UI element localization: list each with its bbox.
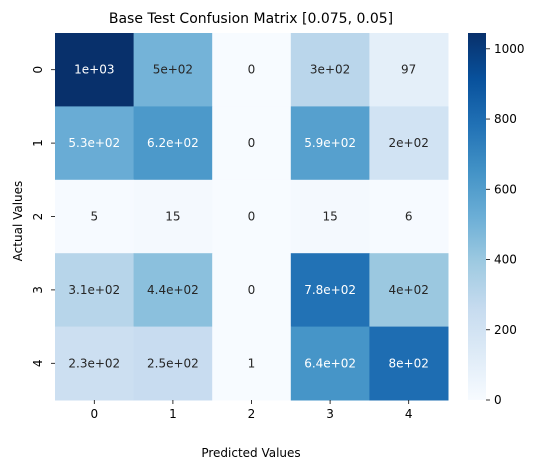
cell-annotation-1-1: 6.2e+02 xyxy=(147,136,199,150)
heatmap-cell-1-4 xyxy=(369,106,449,181)
y-tick-label-1: 1 xyxy=(31,139,45,147)
cell-annotation-0-0: 1e+03 xyxy=(74,63,114,77)
cell-annotation-3-3: 7.8e+02 xyxy=(304,283,356,297)
heatmap-cell-2-3 xyxy=(290,179,370,254)
cell-annotation-3-2: 0 xyxy=(248,283,256,297)
y-axis-label: Actual Values xyxy=(11,181,25,262)
colorbar-tick-label-3: 600 xyxy=(494,182,517,196)
cell-annotation-4-2: 1 xyxy=(248,356,256,370)
x-axis: 0 1 2 3 4 xyxy=(90,400,413,421)
cell-annotation-4-4: 8e+02 xyxy=(389,356,429,370)
heatmap-cells: 1e+03 5e+02 0 3e+02 97 5.3e+02 6.2e+02 0 5.9e+02… xyxy=(55,33,449,401)
colorbar-tick-label-2: 400 xyxy=(494,253,517,267)
colorbar: 0 200 400 600 800 1000 xyxy=(468,33,525,407)
colorbar-tick-label-1: 200 xyxy=(494,323,517,337)
heatmap-cell-1-2 xyxy=(212,106,292,181)
x-tick-label-4: 4 xyxy=(405,407,413,421)
colorbar-gradient xyxy=(468,33,486,400)
y-axis: 0 1 2 3 4 xyxy=(31,66,55,367)
heatmap-cell-1-1 xyxy=(133,106,213,181)
heatmap-cell-4-4 xyxy=(369,326,449,401)
x-tick-label-1: 1 xyxy=(169,407,177,421)
cell-annotation-3-0: 3.1e+02 xyxy=(68,283,120,297)
x-tick-label-2: 2 xyxy=(248,407,256,421)
colorbar-tick-label-4: 800 xyxy=(494,112,517,126)
chart-title: Base Test Confusion Matrix [0.075, 0.05] xyxy=(109,11,393,27)
heatmap-cell-0-4 xyxy=(369,33,449,107)
x-axis-label: Predicted Values xyxy=(201,446,300,460)
heatmap-cell-1-0 xyxy=(55,106,135,181)
cell-annotation-0-1: 5e+02 xyxy=(153,63,193,77)
heatmap-cell-3-1 xyxy=(133,253,213,328)
heatmap-cell-0-1 xyxy=(133,33,213,107)
y-tick-label-4: 4 xyxy=(31,359,45,367)
cell-annotation-2-0: 5 xyxy=(90,210,98,224)
cell-annotation-0-2: 0 xyxy=(248,63,256,77)
y-tick-label-3: 3 xyxy=(31,286,45,294)
cell-annotation-2-1: 15 xyxy=(165,210,180,224)
cell-annotation-1-2: 0 xyxy=(248,136,256,150)
heatmap-cell-2-0 xyxy=(55,179,135,254)
heatmap-cell-0-3 xyxy=(290,33,370,107)
heatmap-cell-2-4 xyxy=(369,179,449,254)
x-tick-label-3: 3 xyxy=(326,407,334,421)
cell-annotation-2-4: 6 xyxy=(405,210,413,224)
cell-annotation-4-1: 2.5e+02 xyxy=(147,356,199,370)
x-tick-label-0: 0 xyxy=(90,407,98,421)
heatmap-cell-4-3 xyxy=(290,326,370,401)
cell-annotation-2-3: 15 xyxy=(322,210,337,224)
heatmap-cell-2-2 xyxy=(212,179,292,254)
cell-annotation-1-3: 5.9e+02 xyxy=(304,136,356,150)
y-tick-label-2: 2 xyxy=(31,213,45,221)
heatmap-cell-3-2 xyxy=(212,253,292,328)
cell-annotation-3-1: 4.4e+02 xyxy=(147,283,199,297)
cell-annotation-0-3: 3e+02 xyxy=(310,63,350,77)
heatmap-cell-0-2 xyxy=(212,33,292,107)
heatmap-cell-0-0 xyxy=(55,33,135,107)
colorbar-tick-label-0: 0 xyxy=(494,393,502,407)
heatmap-cell-1-3 xyxy=(290,106,370,181)
y-tick-label-0: 0 xyxy=(31,66,45,74)
colorbar-tick-label-5: 1000 xyxy=(494,42,525,56)
heatmap-cell-3-3 xyxy=(290,253,370,328)
heatmap-cell-2-1 xyxy=(133,179,213,254)
cell-annotation-2-2: 0 xyxy=(248,210,256,224)
cell-annotation-3-4: 4e+02 xyxy=(389,283,429,297)
cell-annotation-4-0: 2.3e+02 xyxy=(68,356,120,370)
colorbar-ticks: 0 200 400 600 800 1000 xyxy=(486,42,525,407)
heatmap-cell-4-1 xyxy=(133,326,213,401)
heatmap-cell-4-2 xyxy=(212,326,292,401)
cell-annotation-4-3: 6.4e+02 xyxy=(304,356,356,370)
cell-annotation-1-4: 2e+02 xyxy=(389,136,429,150)
cell-annotation-1-0: 5.3e+02 xyxy=(68,136,120,150)
heatmap-cell-3-0 xyxy=(55,253,135,328)
heatmap-cell-3-4 xyxy=(369,253,449,328)
heatmap-cell-4-0 xyxy=(55,326,135,401)
cell-annotation-0-4: 97 xyxy=(401,63,416,77)
